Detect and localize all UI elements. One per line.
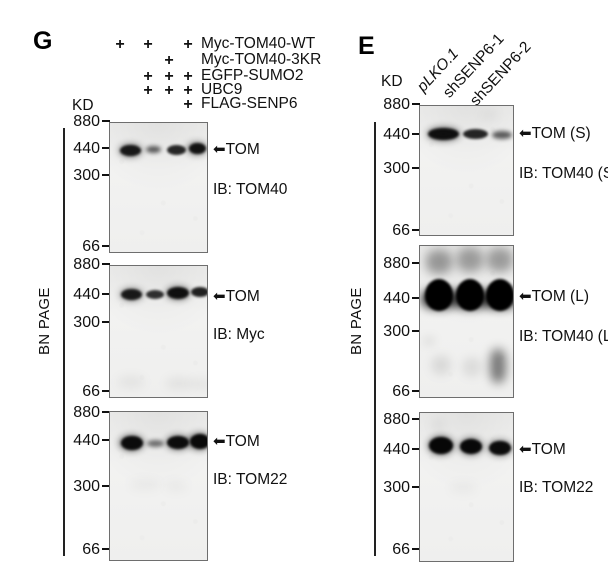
mw-440-e3: 440 bbox=[378, 441, 420, 459]
panel-letter-g: G bbox=[33, 27, 53, 55]
band-label-g-tom22: ⬅TOM bbox=[213, 433, 260, 450]
blot-image-e-tom22 bbox=[419, 412, 514, 562]
mw-300-e2: 300 bbox=[378, 323, 420, 341]
treatment-label-ubc9: UBC9 bbox=[201, 81, 243, 98]
mw-440-e1: 440 bbox=[378, 126, 420, 144]
mw-440-g3: 440 bbox=[68, 432, 110, 450]
blot-image-e-tom40-s bbox=[419, 105, 514, 236]
mw-66-g2: 66 bbox=[68, 383, 110, 401]
kd-label-g: KD bbox=[72, 97, 94, 114]
arrow-icon-e-tom40-s: ⬅ bbox=[519, 125, 532, 142]
kd-label-e: KD bbox=[381, 73, 403, 90]
arrow-icon-g-myc: ⬅ bbox=[213, 288, 226, 305]
plus-ubc9-lane3: + bbox=[164, 82, 174, 99]
band-label-e-tom22: ⬅TOM bbox=[519, 441, 566, 458]
blot-image-g-tom22 bbox=[109, 411, 208, 561]
blot-image-g-tom40 bbox=[109, 122, 208, 253]
mw-66-e1: 66 bbox=[378, 222, 420, 240]
mw-300-e1: 300 bbox=[378, 160, 420, 178]
mw-880-e1: 880 bbox=[378, 96, 420, 114]
bn-page-label-e: BN PAGE bbox=[348, 287, 365, 355]
band-label-e-tom40-s: ⬅TOM (S) bbox=[519, 125, 591, 142]
treatment-label-myc-tom40-3kr: Myc-TOM40-3KR bbox=[201, 51, 322, 68]
ib-label-e-tom40-s: IB: TOM40 (S) bbox=[519, 165, 608, 182]
arrow-icon-g-tom22: ⬅ bbox=[213, 433, 226, 450]
mw-880-g2: 880 bbox=[68, 256, 110, 274]
mw-440-g1: 440 bbox=[68, 140, 110, 158]
arrow-icon-e-tom40-l: ⬅ bbox=[519, 288, 532, 305]
plus-wt-lane4: + bbox=[183, 36, 193, 53]
mw-880-e2: 880 bbox=[378, 255, 420, 273]
plus-senp6-lane4: + bbox=[183, 96, 193, 113]
ib-label-e-tom22: IB: TOM22 bbox=[519, 479, 594, 496]
bn-page-bracket-g bbox=[63, 128, 65, 556]
mw-440-e2: 440 bbox=[378, 290, 420, 308]
mw-300-g3: 300 bbox=[68, 478, 110, 496]
mw-880-g1: 880 bbox=[68, 113, 110, 131]
plus-sumo2-lane2: + bbox=[143, 68, 153, 85]
plus-3kr-lane3: + bbox=[164, 52, 174, 69]
mw-880-g3: 880 bbox=[68, 404, 110, 422]
plus-sumo2-lane3: + bbox=[164, 68, 174, 85]
ib-label-g-myc: IB: Myc bbox=[213, 326, 265, 343]
plus-wt-lane1: + bbox=[115, 36, 125, 53]
treatment-label-myc-tom40-wt: Myc-TOM40-WT bbox=[201, 35, 316, 52]
mw-66-g1: 66 bbox=[68, 238, 110, 256]
ib-label-g-tom22: IB: TOM22 bbox=[213, 471, 288, 488]
blot-image-g-myc bbox=[109, 265, 208, 398]
bn-page-label-g: BN PAGE bbox=[36, 287, 53, 355]
plus-ubc9-lane2: + bbox=[143, 82, 153, 99]
bn-page-bracket-e bbox=[374, 122, 376, 556]
plus-ubc9-lane4: + bbox=[183, 82, 193, 99]
panel-letter-e: E bbox=[358, 32, 375, 60]
mw-880-e3: 880 bbox=[378, 411, 420, 429]
plus-wt-lane2: + bbox=[143, 36, 153, 53]
ib-label-g-tom40: IB: TOM40 bbox=[213, 181, 288, 198]
mw-66-e3: 66 bbox=[378, 541, 420, 559]
mw-440-g2: 440 bbox=[68, 286, 110, 304]
mw-300-e3: 300 bbox=[378, 479, 420, 497]
band-label-e-tom40-l: ⬅TOM (L) bbox=[519, 288, 589, 305]
ib-label-e-tom40-l: IB: TOM40 (L) bbox=[519, 328, 608, 345]
plus-sumo2-lane4: + bbox=[183, 68, 193, 85]
treatment-label-flag-senp6: FLAG-SENP6 bbox=[201, 95, 298, 112]
mw-66-e2: 66 bbox=[378, 383, 420, 401]
treatment-label-egfp-sumo2: EGFP-SUMO2 bbox=[201, 67, 304, 84]
blot-image-e-tom40-l bbox=[419, 245, 514, 398]
arrow-icon-e-tom22: ⬅ bbox=[519, 441, 532, 458]
arrow-icon-g-tom40: ⬅ bbox=[213, 141, 226, 158]
mw-300-g2: 300 bbox=[68, 314, 110, 332]
band-label-g-myc: ⬅TOM bbox=[213, 288, 260, 305]
mw-300-g1: 300 bbox=[68, 167, 110, 185]
band-label-g-tom40: ⬅TOM bbox=[213, 141, 260, 158]
mw-66-g3: 66 bbox=[68, 541, 110, 559]
